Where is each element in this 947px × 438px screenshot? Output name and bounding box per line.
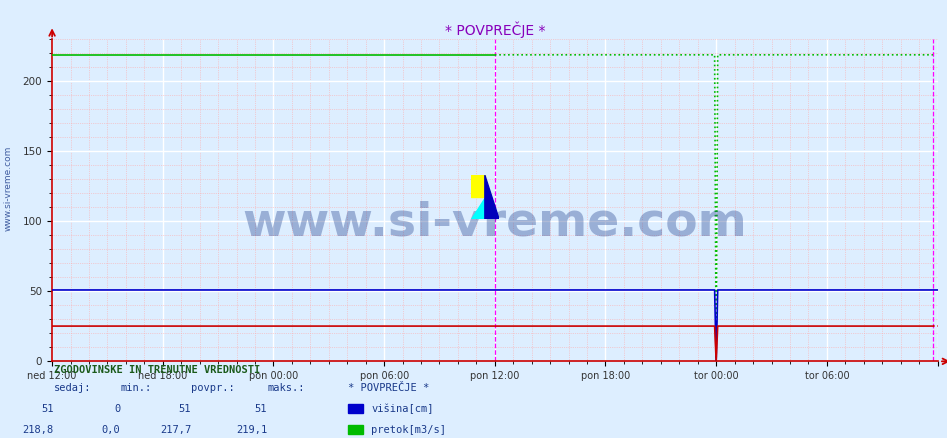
Text: 51: 51 — [179, 404, 191, 414]
Text: 51: 51 — [255, 404, 267, 414]
Text: 0: 0 — [114, 404, 120, 414]
Text: maks.:: maks.: — [267, 383, 305, 393]
Title: * POVPREČJE *: * POVPREČJE * — [444, 22, 545, 38]
Text: 51: 51 — [42, 404, 54, 414]
Text: povpr.:: povpr.: — [191, 383, 235, 393]
Text: www.si-vreme.com: www.si-vreme.com — [242, 201, 747, 245]
Text: ZGODOVINSKE IN TRENUTNE VREDNOSTI: ZGODOVINSKE IN TRENUTNE VREDNOSTI — [54, 365, 260, 375]
Text: * POVPREČJE *: * POVPREČJE * — [348, 383, 429, 393]
Text: višina[cm]: višina[cm] — [371, 404, 434, 414]
Text: 217,7: 217,7 — [160, 425, 191, 435]
Text: pretok[m3/s]: pretok[m3/s] — [371, 425, 446, 435]
Text: min.:: min.: — [120, 383, 152, 393]
Text: 218,8: 218,8 — [23, 425, 54, 435]
Text: sedaj:: sedaj: — [54, 383, 92, 393]
Text: 219,1: 219,1 — [236, 425, 267, 435]
Text: 0,0: 0,0 — [101, 425, 120, 435]
Bar — [471, 175, 485, 197]
Polygon shape — [471, 197, 485, 219]
Polygon shape — [485, 175, 499, 219]
Text: www.si-vreme.com: www.si-vreme.com — [4, 146, 13, 231]
